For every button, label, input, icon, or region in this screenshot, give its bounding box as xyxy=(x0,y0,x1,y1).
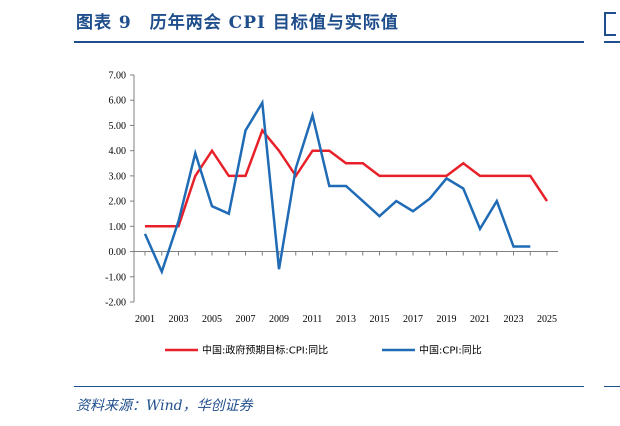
x-tick-label: 2013 xyxy=(336,314,356,325)
y-tick-label: 2.00 xyxy=(109,197,127,208)
y-tick-label: 3.00 xyxy=(109,171,127,182)
series-line-2 xyxy=(143,98,531,276)
title-rule xyxy=(74,41,584,43)
x-tick-label: 2009 xyxy=(269,314,289,325)
x-tick-label: 2025 xyxy=(537,314,557,325)
x-tick-label: 2015 xyxy=(370,314,390,325)
x-tick-label: 2001 xyxy=(135,314,155,325)
x-tick-label: 2017 xyxy=(403,314,423,325)
x-tick-label: 2003 xyxy=(169,314,189,325)
legend-label-2: 中国:CPI:同比 xyxy=(419,344,482,357)
next-figure-edge xyxy=(604,12,616,36)
source-note: 资料来源：Wind，华创证券 xyxy=(76,398,253,414)
next-figure-bottom-rule xyxy=(604,386,620,387)
legend-label-1: 中国:政府预期目标:CPI:同比 xyxy=(202,344,328,357)
y-tick-label: 0.00 xyxy=(109,247,127,258)
next-figure-rule xyxy=(604,41,620,43)
x-tick-label: 2023 xyxy=(504,314,524,325)
y-tick-label: 4.00 xyxy=(109,146,127,157)
y-tick-label: 1.00 xyxy=(109,222,127,233)
series-line-1 xyxy=(145,128,549,228)
chart-axes: -2.00 -1.00 0.00 1.00 2.00 3.00 4.00 5.00 6.00 7.… xyxy=(105,71,558,325)
x-tick-label: 2011 xyxy=(303,314,323,325)
chart-legend: 中国:政府预期目标:CPI:同比 中国:CPI:同比 xyxy=(165,344,482,357)
y-tick-label: -1.00 xyxy=(105,272,126,283)
y-tick-label: 5.00 xyxy=(109,121,127,132)
y-tick-label: 6.00 xyxy=(109,96,127,107)
line-chart: -2.00 -1.00 0.00 1.00 2.00 3.00 4.00 5.00 6.00 7.… xyxy=(105,71,558,357)
x-tick-label: 2021 xyxy=(470,314,490,325)
y-tick-label: -2.00 xyxy=(105,298,126,309)
x-tick-label: 2007 xyxy=(236,314,256,325)
x-tick-label: 2019 xyxy=(437,314,457,325)
source-rule xyxy=(74,386,584,387)
chart-lines xyxy=(143,98,549,276)
y-tick-label: 7.00 xyxy=(109,71,127,82)
x-tick-label: 2005 xyxy=(202,314,222,325)
figure-title: 图表 9 历年两会 CPI 目标值与实际值 xyxy=(76,13,399,33)
